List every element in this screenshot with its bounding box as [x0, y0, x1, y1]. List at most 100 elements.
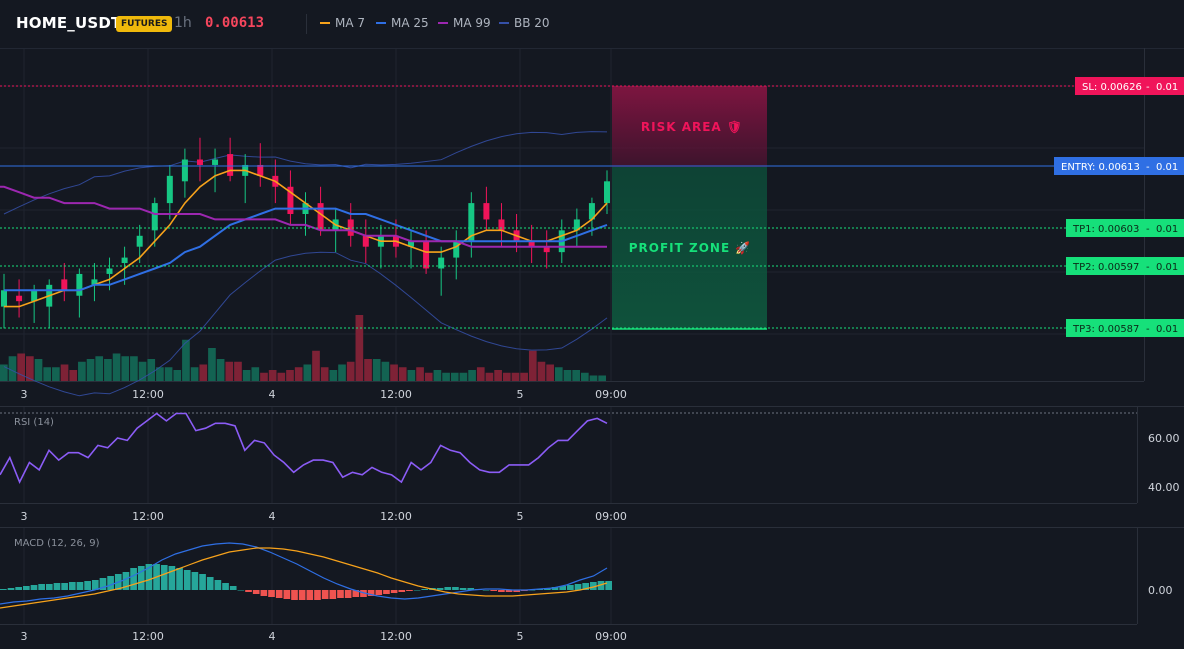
tp3-label-text: TP3: 0.00587: [1072, 324, 1139, 335]
time-tick-label: 09:00: [595, 630, 627, 643]
candle-body[interactable]: [166, 175, 173, 204]
candle-body[interactable]: [151, 203, 158, 231]
candle-body[interactable]: [196, 159, 203, 165]
legend-bb20[interactable]: BB 20: [499, 16, 550, 30]
candle-body[interactable]: [317, 203, 324, 231]
candle-body[interactable]: [362, 235, 369, 247]
rsi-line[interactable]: [0, 412, 608, 485]
candle-body[interactable]: [347, 219, 354, 236]
time-tick-label: 3: [21, 630, 28, 643]
legend-ma7[interactable]: MA 7: [320, 16, 365, 30]
legend-ma25[interactable]: MA 25: [376, 16, 429, 30]
volume-bar: [485, 372, 494, 381]
volume-bar: [572, 370, 580, 381]
candle-body[interactable]: [408, 241, 415, 247]
candle-body[interactable]: [287, 186, 294, 214]
time-tick-label: 12:00: [380, 630, 412, 643]
candle-body[interactable]: [76, 273, 83, 296]
macd-hist-bar: [214, 580, 222, 590]
entry-label[interactable]: ENTRY: 0.00613 - 0.01: [1054, 157, 1184, 175]
tp1-label[interactable]: TP1: 0.00603 - 0.01: [1066, 219, 1184, 237]
legend-ma99[interactable]: MA 99: [438, 16, 491, 30]
symbol-name[interactable]: HOME_USDT: [16, 14, 122, 32]
last-price: 0.00613: [205, 15, 265, 31]
macd-hist-bar: [306, 590, 314, 600]
candle-body[interactable]: [106, 268, 113, 274]
candle-body[interactable]: [588, 203, 595, 220]
ma-line[interactable]: [4, 207, 608, 292]
candle-body[interactable]: [438, 257, 445, 269]
macd-hist-bar: [260, 590, 268, 596]
entry-label-sep: -: [1146, 162, 1150, 173]
time-tick-label: 12:00: [380, 388, 412, 401]
macd-hist-bar: [61, 583, 68, 590]
volume-bar: [589, 375, 598, 381]
macd-signal-line[interactable]: [0, 547, 608, 609]
macd-hist-bar: [337, 590, 344, 598]
candle-body[interactable]: [423, 241, 430, 269]
macd-hist-bar: [344, 590, 352, 598]
macd-hist-bar: [0, 589, 7, 590]
tp2-qty: 0.01: [1156, 262, 1178, 273]
entry-qty: 0.01: [1156, 162, 1178, 173]
volume-bar: [208, 348, 216, 381]
candle-body[interactable]: [31, 290, 38, 302]
tp2-label[interactable]: TP2: 0.00597 - 0.01: [1066, 257, 1184, 275]
candle-body[interactable]: [227, 154, 234, 176]
macd-hist-bar: [314, 590, 321, 600]
candle-body[interactable]: [61, 279, 68, 291]
macd-hist-bar: [68, 582, 76, 590]
macd-hist-bar: [268, 590, 275, 597]
macd-hist-bar: [467, 588, 475, 590]
tp1-label-text: TP1: 0.00603: [1072, 224, 1139, 235]
volume-bar: [398, 367, 407, 381]
candle-body[interactable]: [91, 279, 98, 285]
time-tick-label: 12:00: [132, 630, 164, 643]
tp3-label[interactable]: TP3: 0.00587 - 0.01: [1066, 319, 1184, 337]
candle-body[interactable]: [604, 181, 610, 204]
candle-body[interactable]: [498, 219, 505, 231]
candle-body[interactable]: [1, 290, 7, 307]
macd-hist-bar: [390, 590, 398, 593]
macd-hist-bar: [375, 590, 383, 595]
candle-body[interactable]: [468, 203, 475, 242]
macd-hist-bar: [559, 586, 567, 590]
volume-bar: [147, 359, 156, 381]
volume-bar: [416, 367, 424, 381]
tp2-label-sep: -: [1146, 262, 1150, 273]
macd-hist-bar: [574, 584, 582, 590]
candle-body[interactable]: [528, 241, 535, 247]
profit-zone[interactable]: [612, 167, 767, 329]
macd-hist-bar: [168, 566, 176, 590]
main-grid: [0, 49, 1144, 381]
time-tick-label: 5: [517, 510, 524, 523]
macd-hist-bar: [298, 590, 306, 600]
candle-body[interactable]: [257, 164, 264, 176]
candle-body[interactable]: [573, 219, 580, 231]
candle-body[interactable]: [212, 159, 219, 165]
macd-hist-bar: [513, 590, 521, 592]
ma-line[interactable]: [0, 185, 607, 248]
moving-averages: [0, 169, 608, 308]
macd-line[interactable]: [0, 542, 608, 605]
macd-hist-bar: [137, 566, 145, 590]
macd-hist-bar: [436, 588, 444, 590]
candle-body[interactable]: [453, 241, 460, 258]
candle-body[interactable]: [181, 159, 188, 182]
candle-body[interactable]: [121, 257, 128, 264]
timeframe-label[interactable]: 1h: [174, 15, 192, 31]
sl-qty: 0.01: [1156, 82, 1178, 93]
risk-area-zone[interactable]: [612, 86, 767, 167]
candle-body[interactable]: [543, 246, 550, 253]
ma-line[interactable]: [4, 169, 608, 308]
macd-hist-bar: [498, 590, 505, 592]
chart-header: HOME_USDT FUTURES 1h 0.00613 MA 7 MA 25 …: [0, 0, 1184, 48]
volume-bar: [338, 364, 346, 381]
candle-body[interactable]: [136, 235, 143, 247]
macd-tick-0: 0.00: [1148, 584, 1173, 597]
sl-label[interactable]: SL: 0.00626 - 0.01: [1075, 77, 1184, 95]
time-axis-macd: 3 12:00 4 12:00 5 09:00: [21, 630, 627, 643]
candle-body[interactable]: [483, 203, 490, 220]
candle-body[interactable]: [16, 295, 23, 302]
